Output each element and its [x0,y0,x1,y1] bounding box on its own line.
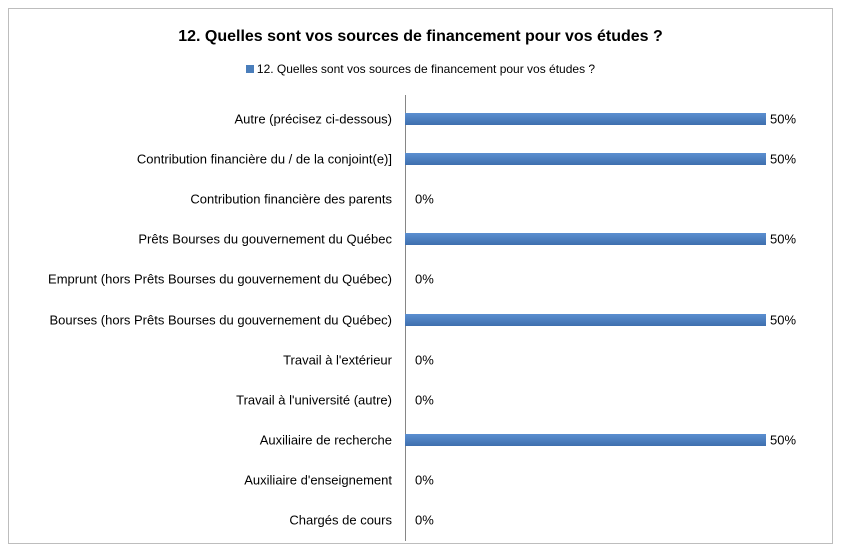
bar [405,233,766,246]
category-text: Contribution financière des parents [190,191,392,207]
category-label: Contribution financière du / de la conjo… [7,152,392,167]
category-text: Chargés de cours [289,512,392,528]
chart-title: 12. Quelles sont vos sources de financem… [178,28,663,45]
value-label: 50% [770,111,797,127]
value-label: 0% [415,271,434,287]
category-label: Prêts Bourses du gouvernement du Québec [7,232,392,247]
category-text: Prêts Bourses du gouvernement du Québec [138,231,392,247]
category-label: Travail à l'extérieur [7,352,392,367]
category-label: Chargés de cours [7,513,392,528]
category-text: Emprunt (hors Prêts Bourses du gouvernem… [48,271,392,287]
value-label: 50% [770,231,797,247]
value-label: 50% [770,432,797,448]
value-label: 50% [770,151,797,167]
category-label: Emprunt (hors Prêts Bourses du gouvernem… [7,272,392,287]
legend: 12. Quelles sont vos sources de financem… [8,62,833,76]
value-label: 0% [415,352,434,368]
value-label: 0% [415,472,434,488]
category-label: Contribution financière des parents [7,192,392,207]
chart-frame [8,8,833,544]
category-text: Travail à l'extérieur [283,352,392,368]
legend-key [245,65,254,73]
category-text: Bourses (hors Prêts Bourses du gouvernem… [49,312,392,327]
bar [405,313,766,326]
category-text: Auxiliaire d'enseignement [244,472,392,488]
category-label: Autre (précisez ci-dessous) [7,111,393,127]
value-label: 0% [415,191,434,207]
category-text: Contribution financière du / de la conjo… [136,151,392,167]
category-text: Auxiliaire de recherche [259,432,392,448]
category-text: Travail à l'université (autre) [236,392,392,408]
bar [405,433,766,446]
category-label: Bourses (hors Prêts Bourses du gouvernem… [7,312,392,327]
legend-label: 12. Quelles sont vos sources de financem… [256,62,596,76]
value-label: 0% [415,512,434,528]
category-label: Auxiliaire d'enseignement [7,472,392,487]
category-label: Auxiliaire de recherche [7,432,392,447]
bar [405,113,766,125]
category-label: Travail à l'université (autre) [7,392,392,407]
value-label: 50% [770,312,797,327]
bar [405,153,766,166]
category-text: Autre (précisez ci-dessous) [234,111,393,127]
value-label: 0% [415,392,434,408]
